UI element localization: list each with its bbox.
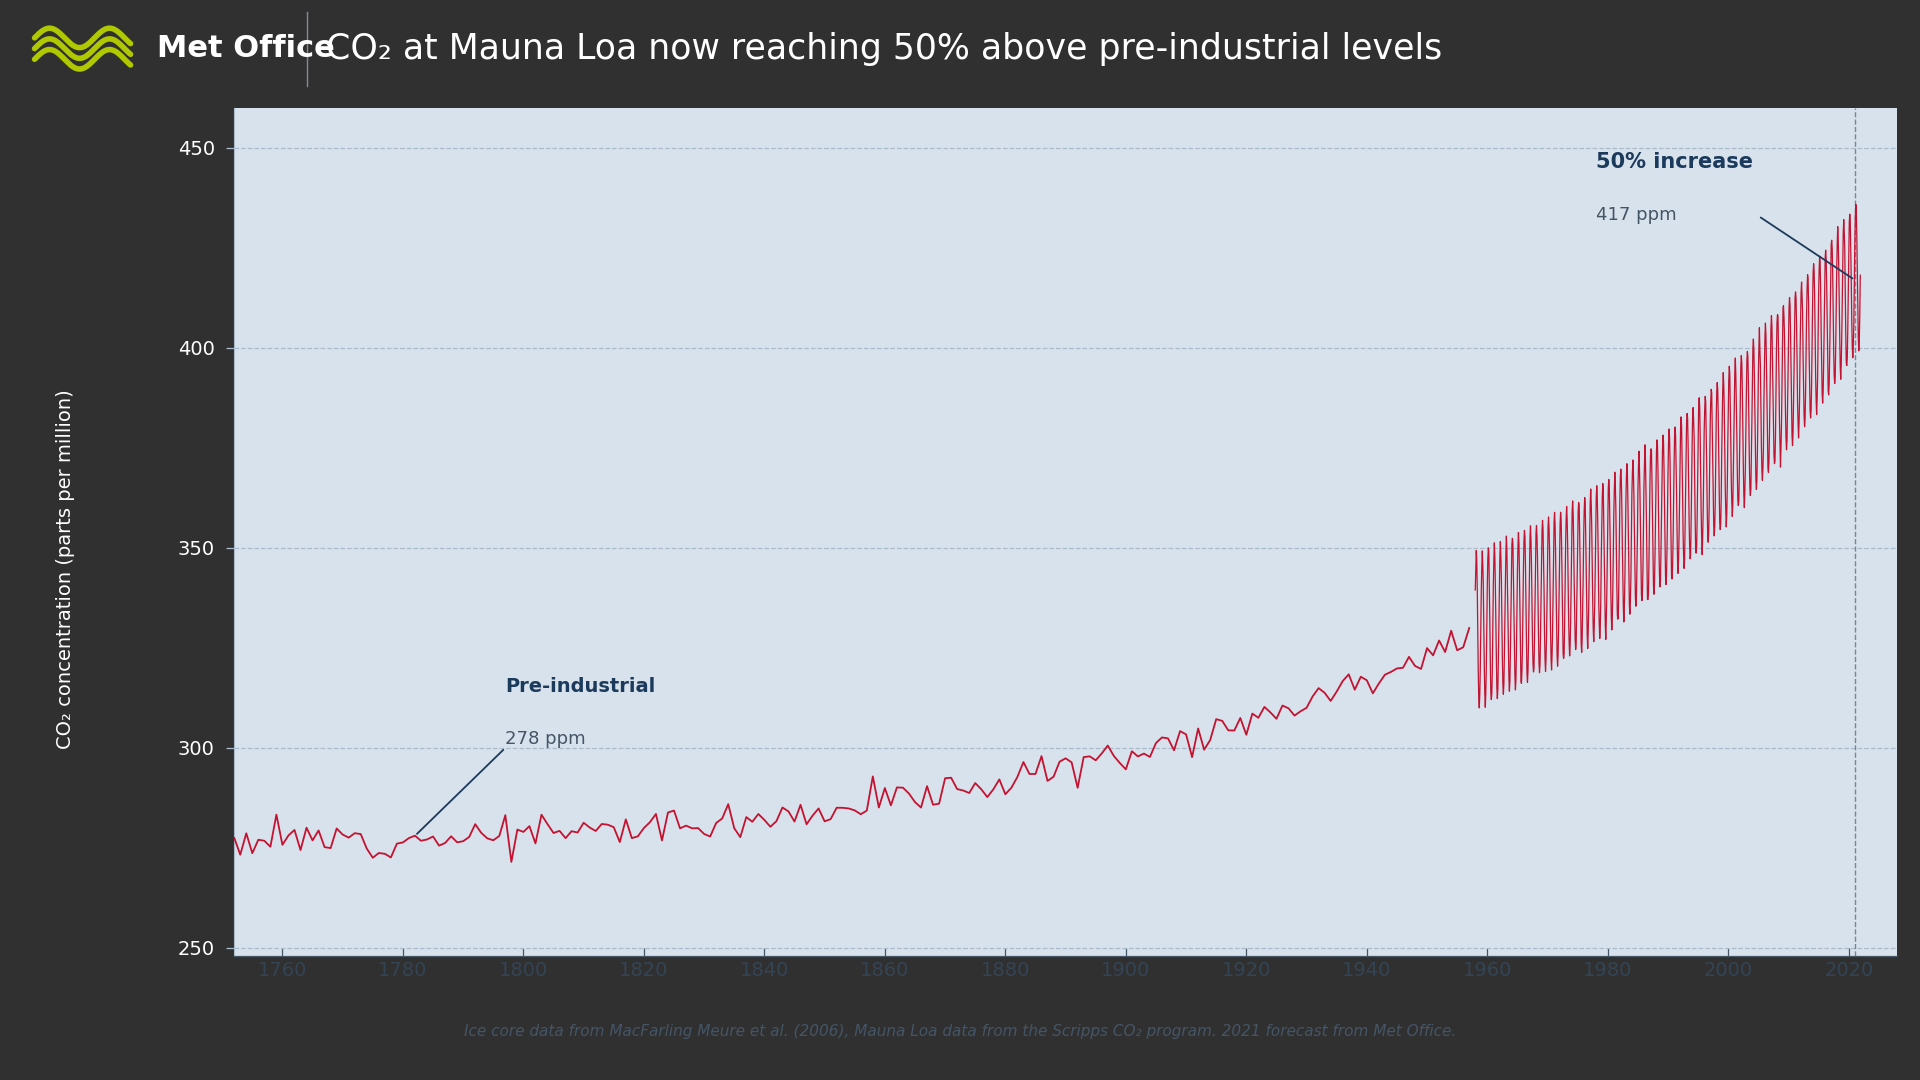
Text: Met Office: Met Office <box>157 35 336 63</box>
Text: 417 ppm: 417 ppm <box>1596 206 1676 224</box>
Text: 50% increase: 50% increase <box>1596 152 1753 172</box>
Text: 278 ppm: 278 ppm <box>505 730 586 747</box>
Text: CO₂ at Mauna Loa now reaching 50% above pre-industrial levels: CO₂ at Mauna Loa now reaching 50% above … <box>326 31 1442 66</box>
Text: Ice core data from MacFarling Meure et al. (2006), Mauna Loa data from the Scrip: Ice core data from MacFarling Meure et a… <box>465 1024 1455 1039</box>
Text: CO₂ concentration (parts per million): CO₂ concentration (parts per million) <box>56 389 75 748</box>
Text: Pre-industrial: Pre-industrial <box>505 677 655 696</box>
